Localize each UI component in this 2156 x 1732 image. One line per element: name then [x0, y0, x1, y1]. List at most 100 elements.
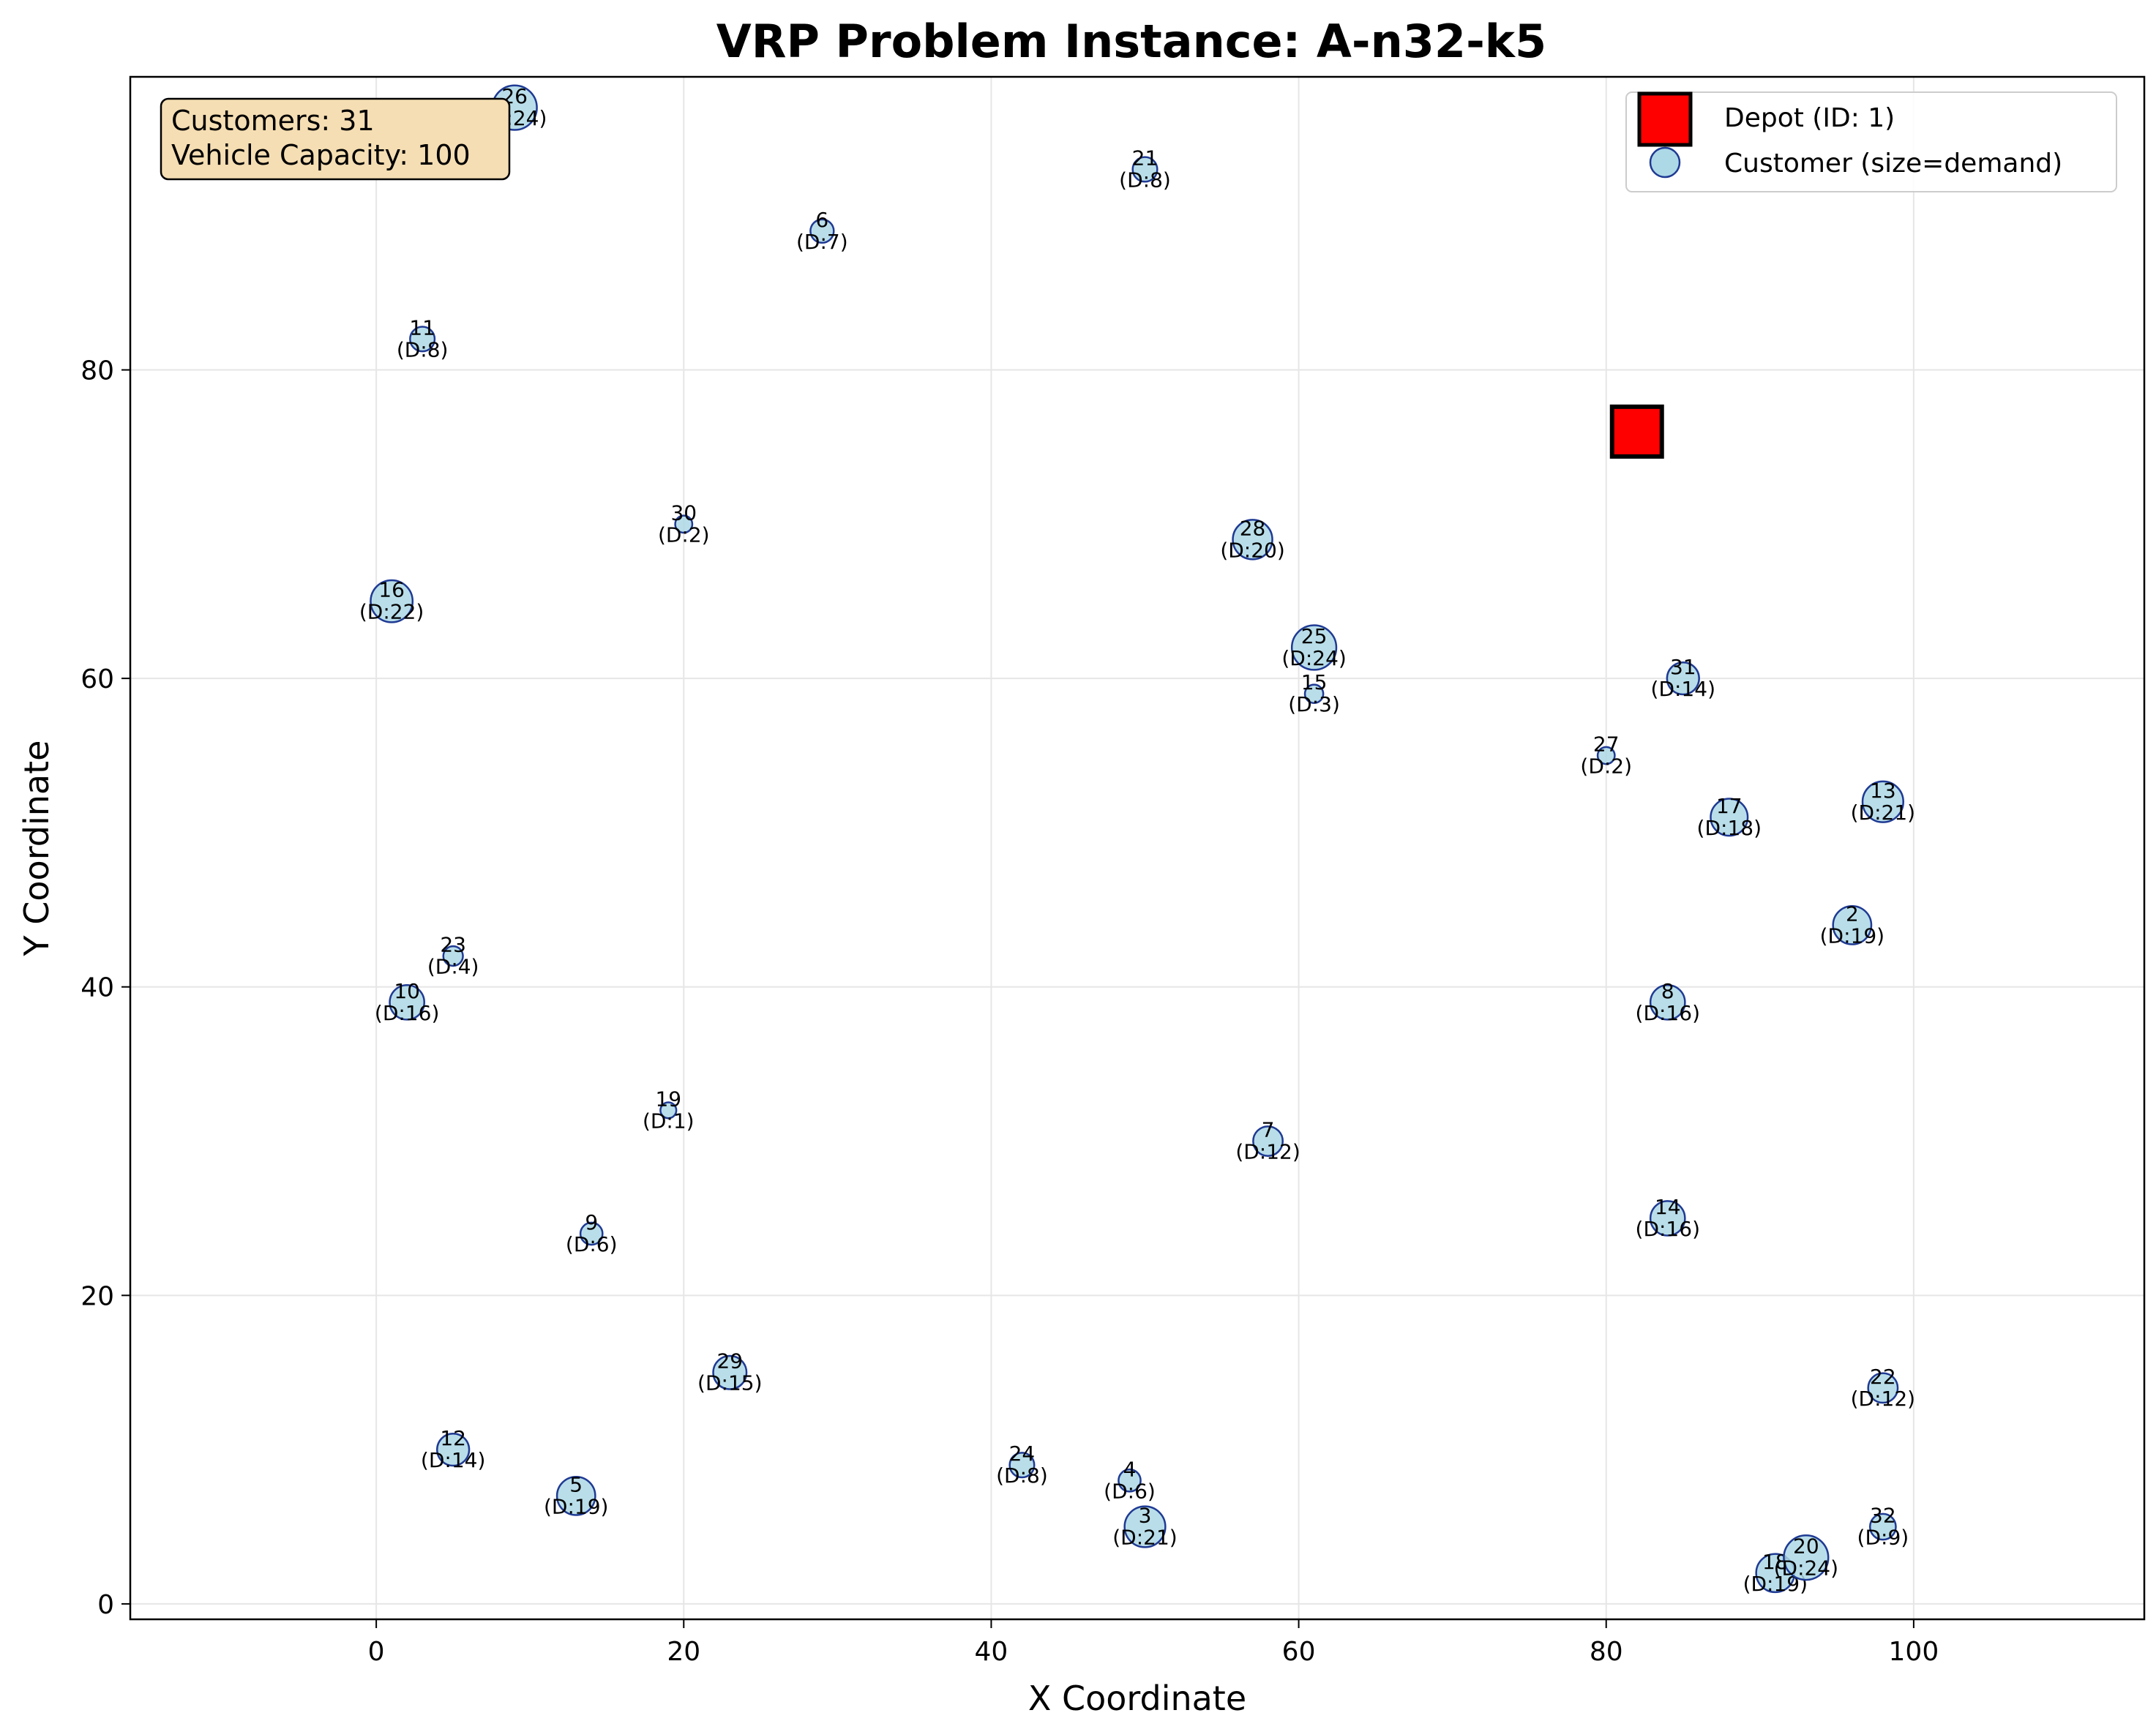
info-box-background	[160, 97, 511, 181]
customer-id-label: 2	[1846, 901, 1859, 926]
depot-marker	[1609, 404, 1664, 459]
customer-id-label: 3	[1139, 1504, 1152, 1528]
customer-demand-label: (D:1)	[643, 1109, 695, 1133]
customer-id-label: 29	[716, 1349, 743, 1373]
y-axis-label: Y Coordinate	[17, 741, 56, 957]
customer-id-label: 13	[1870, 779, 1896, 803]
axis-ticks: 0 20 40 60 80 100 0 20 40 60 80	[81, 356, 1939, 1667]
customer-marker	[370, 579, 414, 623]
customer-marker	[1123, 1505, 1167, 1548]
legend-customer-label: Customer (size=demand)	[1724, 149, 2062, 179]
customer-id-label: 9	[585, 1210, 598, 1234]
customer-id-label: 4	[1123, 1457, 1137, 1481]
customer-id-label: 20	[1793, 1534, 1819, 1559]
x-tick-label: 0	[368, 1637, 385, 1667]
y-tick-label: 60	[81, 664, 114, 694]
customer-marker	[442, 945, 464, 967]
customer-marker	[1868, 1512, 1897, 1541]
customer-id-label: 17	[1716, 794, 1743, 818]
customer-demand-label: (D:8)	[397, 337, 449, 361]
customer-marker	[674, 514, 694, 534]
customer-demand-label: (D:21)	[1851, 801, 1915, 825]
customer-demand-label: (D:12)	[1851, 1387, 1915, 1411]
customer-id-label: 22	[1870, 1365, 1896, 1389]
x-tick-label: 80	[1590, 1637, 1623, 1667]
x-tick-label: 40	[975, 1637, 1008, 1667]
legend-frame	[1625, 91, 2117, 192]
customer-marker	[1867, 1372, 1899, 1404]
customer-marker	[1666, 661, 1700, 696]
customer-id-label: 15	[1301, 670, 1328, 694]
customer-marker	[1710, 798, 1749, 837]
customer-id-label: 8	[1661, 979, 1674, 1003]
info-vehicle-capacity: Vehicle Capacity: 100	[171, 139, 471, 171]
customer-marker	[1303, 683, 1325, 705]
customer-demand-label: (D:14)	[1651, 677, 1715, 701]
y-tick-label: 40	[81, 973, 114, 1003]
y-tick-label: 80	[81, 356, 114, 386]
customer-demand-label: (D:7)	[796, 230, 848, 254]
customer-marker	[712, 1354, 748, 1390]
customer-demand-label: (D:20)	[1220, 538, 1284, 562]
customer-id-label: 7	[1262, 1118, 1275, 1142]
customer-demand-label: (D:24)	[1774, 1556, 1838, 1581]
customer-id-label: 25	[1301, 624, 1328, 648]
customer-demand-label: (D:21)	[1112, 1526, 1177, 1550]
x-tick-label: 20	[667, 1637, 700, 1667]
info-box: Customers: 31 Vehicle Capacity: 100	[160, 97, 511, 181]
customer-id-label: 23	[440, 933, 466, 957]
customer-marker	[1118, 1468, 1142, 1493]
customer-id-label: 10	[394, 979, 420, 1003]
customer-demand-label: (D:8)	[1119, 168, 1171, 192]
legend: Depot (ID: 1) Customer (size=demand)	[1625, 91, 2117, 192]
customer-demand-label: (D:22)	[359, 600, 424, 624]
customer-id-label: 19	[655, 1087, 681, 1111]
customer-demand-label: (D:2)	[658, 522, 710, 547]
customer-id-label: 5	[569, 1472, 583, 1496]
customer-demand-label: (D:18)	[1697, 816, 1762, 840]
customer-id-label: 11	[409, 315, 435, 340]
legend-depot-label: Depot (ID: 1)	[1724, 103, 1895, 133]
customer-marker	[1861, 780, 1904, 823]
customer-demand-label: (D:14)	[421, 1448, 485, 1472]
customer-demand-label: (D:16)	[375, 1001, 439, 1025]
customer-marker	[1008, 1452, 1036, 1479]
customer-demand-label: (D:6)	[1104, 1479, 1156, 1503]
customer-marker	[659, 1101, 678, 1120]
customer-id-label: 28	[1240, 516, 1266, 540]
chart-title: VRP Problem Instance: A-n32-k5	[716, 15, 1546, 68]
customer-demand-label: (D:12)	[1235, 1140, 1300, 1164]
customer-marker	[1832, 905, 1873, 945]
customer-id-label: 21	[1132, 146, 1159, 170]
customer-demand-label: (D:6)	[566, 1232, 618, 1256]
legend-depot-marker	[1637, 91, 1693, 147]
customer-demand-label: (D:3)	[1288, 692, 1340, 716]
customer-id-label: 30	[670, 501, 697, 525]
customer-marker	[579, 1221, 604, 1246]
data-points: 2(D:19)3(D:21)4(D:6)5(D:19)6(D:7)7(D:12)…	[359, 84, 1915, 1596]
customer-marker	[436, 1432, 471, 1467]
customer-demand-label: (D:16)	[1636, 1217, 1700, 1241]
customer-marker	[1290, 624, 1338, 671]
customer-marker	[1649, 1200, 1686, 1237]
customer-marker	[1783, 1534, 1830, 1581]
legend-customer-marker	[1649, 146, 1681, 179]
customer-demand-label: (D:2)	[1580, 754, 1632, 779]
customer-marker	[1596, 746, 1616, 765]
x-tick-label: 100	[1889, 1637, 1939, 1667]
customer-marker	[389, 983, 425, 1021]
customer-id-label: 12	[440, 1426, 466, 1450]
customer-id-label: 27	[1593, 732, 1620, 757]
customer-id-label: 31	[1670, 655, 1696, 679]
customer-id-label: 14	[1655, 1195, 1681, 1219]
customer-demand-label: (D:15)	[697, 1371, 762, 1395]
grid-lines	[130, 77, 2144, 1619]
x-axis-label: X Coordinate	[1028, 1679, 1246, 1718]
customer-demand-label: (D:8)	[996, 1463, 1048, 1488]
customer-id-label: 32	[1870, 1504, 1896, 1528]
y-tick-label: 20	[81, 1281, 114, 1311]
customer-marker	[555, 1475, 596, 1516]
customer-demand-label: (D:16)	[1636, 1001, 1700, 1025]
customer-id-label: 16	[378, 578, 405, 602]
